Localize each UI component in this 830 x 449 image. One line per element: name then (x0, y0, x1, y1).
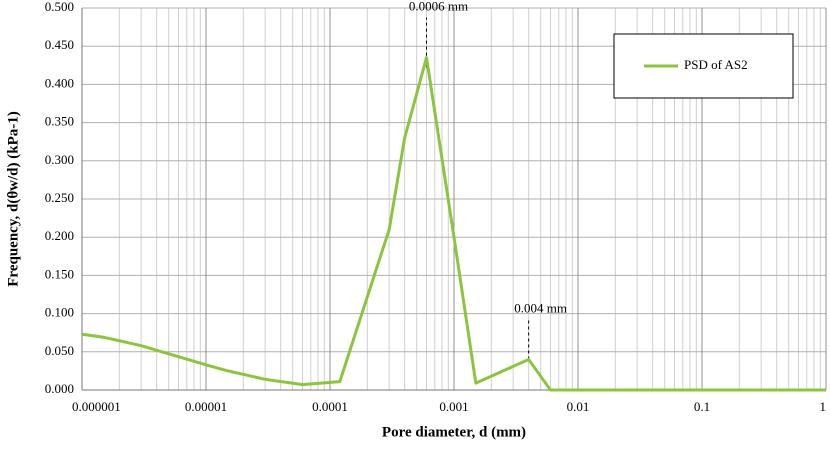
legend-label: PSD of AS2 (684, 57, 748, 72)
y-tick-label: 0.250 (45, 190, 74, 205)
x-axis-title: Pore diameter, d (mm) (382, 424, 526, 440)
data-line (81, 56, 826, 392)
y-axis-title: Frequency, d(θw/d) (kPa-1) (5, 111, 21, 286)
annotation: 0.004 mm (514, 300, 567, 315)
y-tick-label: 0.000 (45, 381, 74, 396)
x-tick-label: 0.000001 (72, 399, 121, 414)
y-tick-label: 0.350 (45, 114, 74, 129)
x-tick-label: 0.01 (567, 399, 590, 414)
y-tick-label: 0.200 (45, 228, 74, 243)
y-tick-label: 0.150 (45, 266, 74, 281)
x-tick-label: 0.001 (439, 399, 468, 414)
x-tick-label: 1 (820, 399, 827, 414)
y-tick-label: 0.050 (45, 343, 74, 358)
legend-box (613, 33, 794, 99)
y-tick-label: 0.300 (45, 152, 74, 167)
y-tick-label: 0.450 (45, 37, 74, 52)
y-tick-label: 0.500 (45, 0, 74, 14)
y-tick-label: 0.100 (45, 305, 74, 320)
x-tick-label: 0.0001 (312, 399, 348, 414)
x-tick-label: 0.00001 (185, 399, 227, 414)
x-tick-label: 0.1 (694, 399, 710, 414)
annotation: 0.0006 mm (409, 0, 468, 14)
y-tick-label: 0.400 (45, 75, 74, 90)
